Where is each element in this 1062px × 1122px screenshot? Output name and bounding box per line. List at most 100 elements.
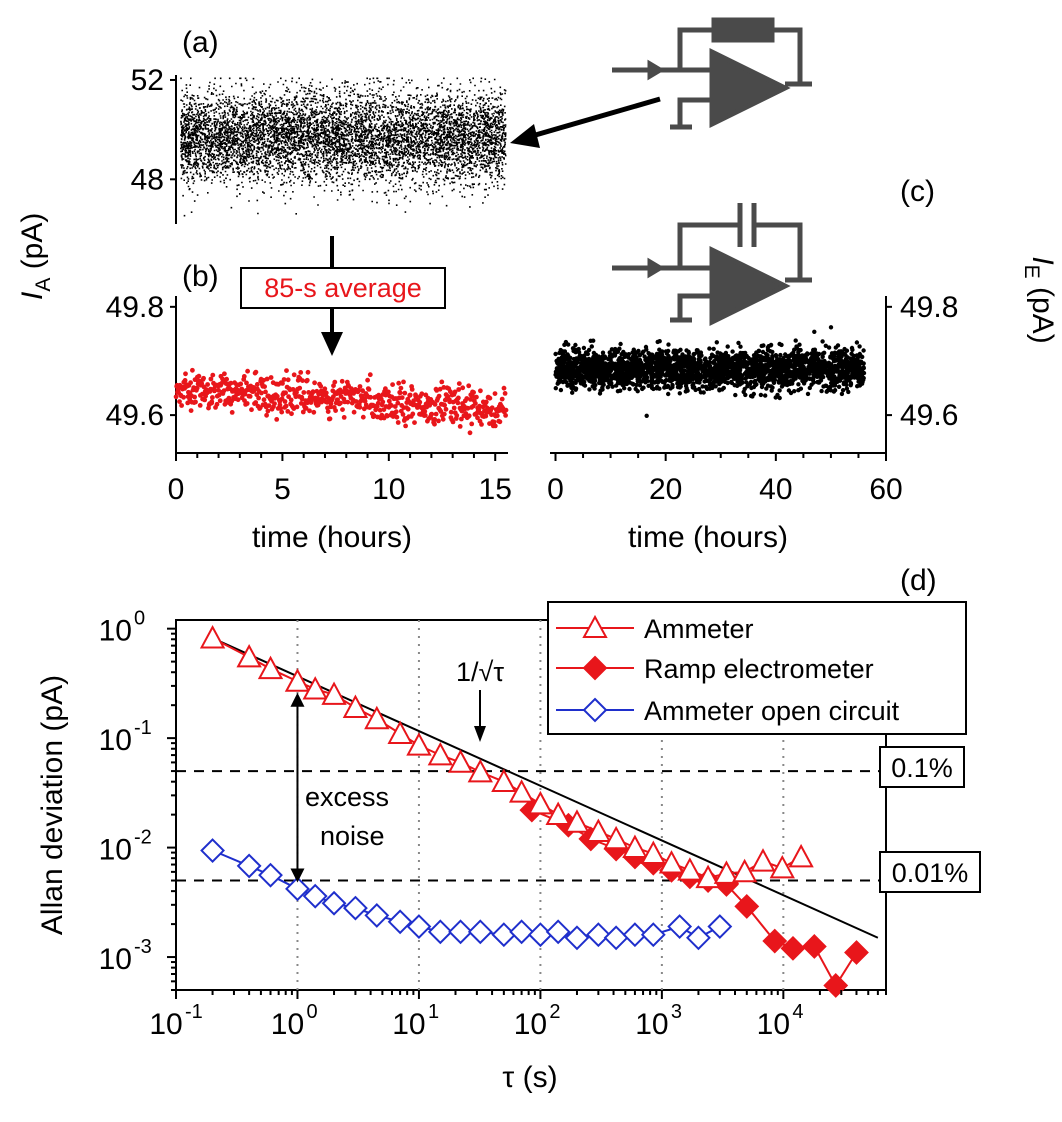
series-0-point bbox=[545, 801, 571, 825]
panel-b-point bbox=[390, 382, 395, 387]
panel-b-xtick-label: 15 bbox=[479, 473, 512, 506]
panel-b-point bbox=[221, 388, 227, 394]
panel-b-point bbox=[244, 401, 250, 406]
panel-b-point bbox=[492, 391, 498, 396]
panel-b-point bbox=[401, 379, 406, 385]
panel-b-point bbox=[311, 409, 317, 415]
panel-b-point bbox=[353, 399, 359, 404]
panel-b-point bbox=[210, 372, 216, 378]
panel-b-point bbox=[432, 417, 438, 422]
panel-b-point bbox=[281, 377, 287, 382]
ylabel-ia-main: I bbox=[16, 292, 49, 300]
panel-d-ticks: 10 -1 10 0 10 1 10 2 10 3 10 410 -310 -210 -110 0 bbox=[99, 608, 887, 1041]
panel-b-point bbox=[268, 375, 274, 380]
panel-b-point bbox=[331, 394, 336, 399]
threshold-label-01: 0.1% bbox=[891, 753, 953, 783]
average-arrow-head bbox=[321, 332, 343, 356]
panel-b-point bbox=[299, 396, 305, 402]
panel-b-point bbox=[340, 407, 345, 412]
panel-b-point bbox=[283, 403, 289, 409]
panel-b-point bbox=[368, 394, 373, 400]
panel-d-sqrt-line bbox=[212, 637, 879, 939]
schematic-arrow-line bbox=[531, 96, 661, 139]
panel-c-xlabel: time (hours) bbox=[628, 521, 788, 554]
panel-b-point bbox=[285, 377, 291, 383]
panel-b-point bbox=[483, 399, 489, 405]
panel-b-point bbox=[338, 400, 343, 406]
series-0-point bbox=[321, 681, 347, 705]
panel-b-point bbox=[400, 412, 406, 417]
excess-noise-arrow bbox=[290, 692, 305, 883]
average-label: 85-s average bbox=[264, 273, 422, 303]
panel-b-point bbox=[402, 390, 408, 396]
panel-b-point bbox=[323, 390, 329, 396]
panel-b-point bbox=[256, 395, 261, 401]
panel-c-xtick-label: 40 bbox=[759, 473, 792, 506]
schematic-arrow-head bbox=[510, 124, 540, 148]
panel-b-point bbox=[310, 389, 316, 395]
panel-b-point bbox=[393, 409, 399, 415]
panel-b-point bbox=[333, 408, 338, 413]
panel-b-point bbox=[471, 390, 476, 395]
panel-b-point bbox=[475, 415, 480, 421]
series-0-point bbox=[750, 848, 776, 872]
panel-b-point bbox=[417, 399, 423, 405]
excess-arrow-head-top bbox=[290, 692, 305, 707]
legend-label-open-circuit: Ammeter open circuit bbox=[644, 696, 900, 726]
panel-d-xtick-label: 10 bbox=[149, 1008, 182, 1041]
panel-b-point bbox=[365, 377, 370, 383]
panel-d-xtick-label: 10 bbox=[271, 1008, 304, 1041]
panel-label-b: (b) bbox=[182, 260, 219, 293]
panel-b-point bbox=[300, 378, 305, 383]
series-1-point bbox=[801, 934, 827, 959]
series-2-point bbox=[387, 909, 413, 935]
panel-b-point bbox=[469, 421, 475, 427]
panel-b-point bbox=[499, 396, 505, 402]
series-2-point bbox=[545, 919, 571, 945]
panel-b-point bbox=[301, 390, 307, 395]
panel-b-ticks: 49.6 49.8 0 5 10 15 bbox=[106, 291, 512, 506]
panel-b-point bbox=[341, 415, 347, 420]
ammeter-schematic-icon bbox=[612, 17, 812, 130]
excess-noise-label-1: excess bbox=[305, 782, 389, 812]
series-2-point bbox=[343, 895, 368, 921]
panel-label-a: (a) bbox=[182, 26, 219, 59]
panel-b-point bbox=[202, 397, 208, 403]
panel-c-xtick-label: 20 bbox=[649, 473, 682, 506]
panel-d-series bbox=[199, 624, 869, 998]
panel-b-point bbox=[501, 385, 507, 391]
panel-b-point bbox=[201, 375, 207, 381]
panel-b-point bbox=[208, 386, 214, 392]
panel-b-point bbox=[208, 376, 214, 382]
panel-b-point bbox=[212, 388, 217, 394]
series-2-point bbox=[585, 922, 611, 948]
panel-b-point bbox=[272, 401, 277, 406]
series-0-point bbox=[695, 864, 721, 889]
panel-b-point bbox=[259, 390, 264, 396]
panel-d-ytick-exponent: -3 bbox=[134, 936, 152, 958]
panel-b-point bbox=[380, 399, 386, 405]
series-0-point bbox=[342, 694, 369, 718]
panel-b-point bbox=[459, 416, 464, 422]
panel-b-point bbox=[241, 374, 247, 379]
series-2-point bbox=[448, 919, 473, 945]
panel-b-point bbox=[394, 414, 400, 420]
panel-b-point bbox=[479, 422, 484, 427]
ylabel-ie-sub: E bbox=[1020, 265, 1043, 279]
threshold-box-01 bbox=[879, 746, 965, 788]
panel-b-point bbox=[264, 412, 269, 418]
panel-b-point bbox=[288, 397, 294, 403]
legend-marker-ammeter bbox=[582, 614, 608, 638]
panel-b-point bbox=[356, 387, 361, 393]
panel-d-xtick-exponent: 1 bbox=[428, 1001, 439, 1023]
panel-b-point bbox=[339, 378, 345, 384]
ylabel-ia: IA (pA) bbox=[16, 213, 55, 300]
panel-d-xtick-exponent: 0 bbox=[306, 1001, 317, 1023]
series-1-point bbox=[780, 935, 806, 961]
panel-d-xtick-label: 10 bbox=[757, 1008, 790, 1041]
panel-b-point bbox=[277, 402, 283, 408]
panel-b-ytick-label: 49.6 bbox=[106, 399, 164, 432]
series-0-point bbox=[427, 741, 454, 766]
panel-d-xlabel: τ (s) bbox=[502, 1061, 557, 1094]
